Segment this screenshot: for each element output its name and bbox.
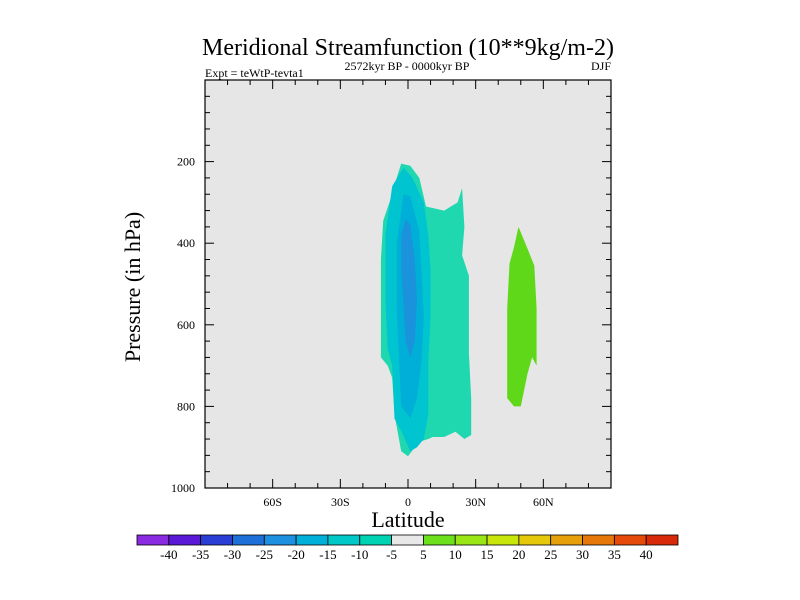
colorbar-swatch-5 — [295, 534, 329, 546]
contour-regions — [380, 163, 537, 457]
colorbar-label-5: -15 — [319, 547, 336, 562]
colorbar-swatch-13 — [550, 534, 583, 546]
contour-region-4 — [507, 226, 537, 407]
colorbar-label-7: -5 — [386, 547, 397, 562]
colorbar-swatch-4 — [263, 534, 297, 546]
colorbar-swatch-1 — [168, 534, 202, 546]
colorbar-swatch-6 — [327, 534, 361, 546]
axis-ticks: 60S 30S 0 30N 60N 200 400 600 800 1000 — [171, 80, 611, 509]
chart-subtitle-right: DJF — [591, 59, 611, 73]
chart-subtitle-center: 2572kyr BP - 0000kyr BP — [345, 59, 470, 73]
colorbar-label-1: -35 — [192, 547, 209, 562]
x-tick-label-0: 60S — [263, 495, 282, 509]
colorbar-label-8: 5 — [420, 547, 427, 562]
colorbar-label-9: 10 — [449, 547, 462, 562]
colorbar-label-14: 35 — [608, 547, 621, 562]
y-tick-label-4: 1000 — [171, 481, 195, 495]
colorbar-label-0: -40 — [160, 547, 177, 562]
x-tick-label-3: 30N — [465, 495, 486, 509]
colorbar-swatch-9 — [423, 534, 456, 546]
colorbar-label-15: 40 — [640, 547, 653, 562]
chart-subtitle-left: Expt = teWtP-tevta1 — [205, 66, 304, 80]
colorbar-label-2: -30 — [224, 547, 241, 562]
x-tick-label-2: 0 — [405, 495, 411, 509]
chart-title: Meridional Streamfunction (10**9kg/m-2) — [202, 35, 614, 61]
colorbar-swatch-0 — [136, 534, 170, 546]
colorbar-label-4: -20 — [287, 547, 304, 562]
colorbar-swatch-15 — [613, 534, 647, 546]
y-axis-label: Pressure (in hPa) — [120, 212, 145, 362]
colorbar: -40 -35 -30 -25 -20 -15 -10 -5 5 10 15 20 25 30 35 40 — [136, 534, 679, 562]
x-tick-label-4: 60N — [533, 495, 554, 509]
y-tick-label-3: 800 — [177, 399, 195, 413]
colorbar-swatch-11 — [486, 534, 520, 546]
colorbar-label-10: 15 — [481, 547, 494, 562]
colorbar-label-11: 20 — [512, 547, 525, 562]
colorbar-label-13: 30 — [576, 547, 589, 562]
x-axis-label: Latitude — [371, 507, 444, 532]
colorbar-swatch-2 — [200, 534, 233, 546]
contour-region-3 — [401, 218, 417, 358]
colorbar-label-6: -10 — [351, 547, 368, 562]
colorbar-swatch-3 — [232, 534, 265, 546]
colorbar-label-12: 25 — [544, 547, 557, 562]
x-tick-label-1: 30S — [331, 495, 350, 509]
y-tick-label-1: 400 — [177, 236, 195, 250]
y-tick-label-0: 200 — [177, 155, 195, 169]
colorbar-swatch-16 — [645, 534, 679, 546]
colorbar-swatch-8 — [391, 534, 424, 546]
colorbar-swatch-7 — [359, 534, 392, 546]
colorbar-swatch-10 — [454, 534, 488, 546]
y-tick-label-2: 600 — [177, 318, 195, 332]
colorbar-label-3: -25 — [256, 547, 273, 562]
colorbar-swatch-12 — [518, 534, 552, 546]
colorbar-swatch-14 — [582, 534, 615, 546]
